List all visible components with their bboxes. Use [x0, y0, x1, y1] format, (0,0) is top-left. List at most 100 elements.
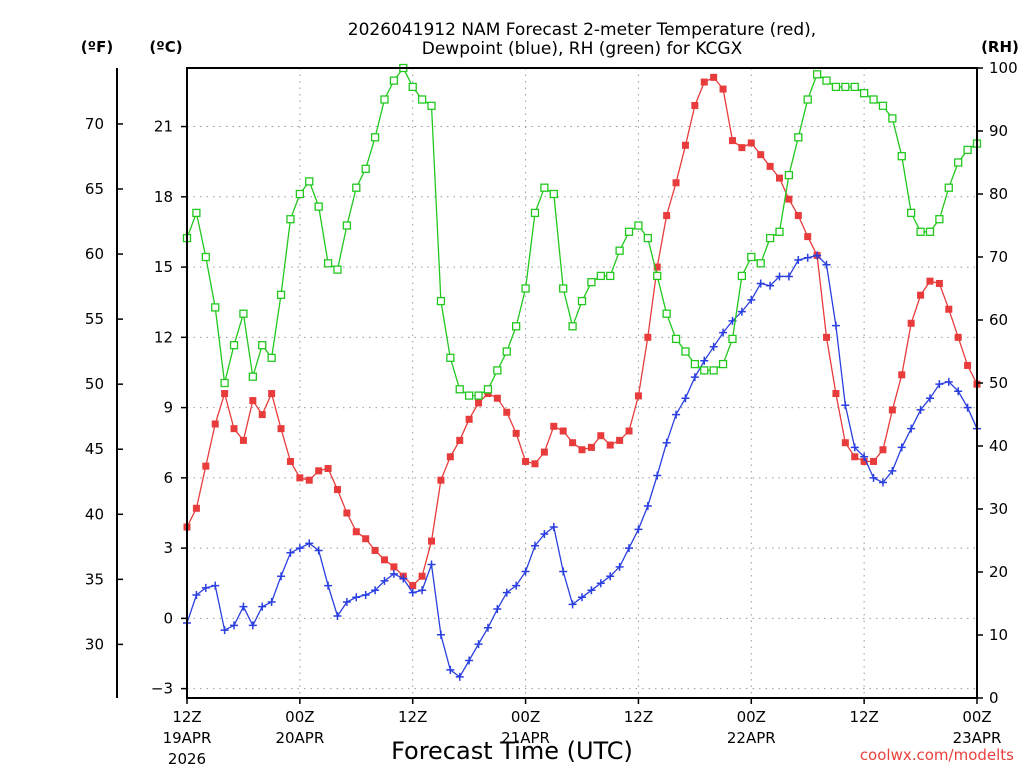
temperature-point	[578, 446, 586, 454]
rh-point	[606, 271, 615, 281]
rh-point	[258, 341, 267, 350]
rh-tick-label: 10	[989, 626, 1008, 644]
rh-point	[502, 347, 511, 356]
time-tick-label: 12Z	[398, 708, 427, 726]
dewpoint-point	[681, 394, 690, 403]
temperature-point	[286, 457, 294, 465]
dewpoint-point	[352, 593, 361, 602]
dewpoint-point	[277, 572, 286, 581]
rh-point	[850, 82, 859, 92]
chart-title-line2: Dewpoint (blue), RH (green) for KCGX	[422, 39, 743, 59]
rh-point	[248, 372, 257, 381]
series-dewpoint	[183, 251, 981, 681]
temperature-point	[268, 390, 276, 398]
temperature-point	[625, 427, 633, 435]
rh-point	[681, 347, 690, 356]
rh-point	[521, 284, 530, 293]
temperature-point	[305, 476, 313, 484]
rh-point	[803, 95, 812, 104]
rh-point	[370, 133, 380, 142]
dewpoint-point	[239, 602, 248, 611]
rh-point	[615, 246, 624, 255]
temperature-point	[550, 422, 558, 430]
temperature-point	[192, 504, 200, 512]
rh-point	[690, 359, 700, 369]
dewpoint-point	[427, 560, 436, 569]
rh-point	[944, 183, 953, 192]
dewpoint-point	[954, 387, 963, 396]
temperature-point	[766, 162, 774, 170]
rh-point	[831, 82, 841, 92]
temperature-point	[465, 415, 473, 423]
temperature-point	[249, 397, 257, 405]
dewpoint-point	[672, 410, 681, 419]
dewpoint-point	[888, 466, 897, 475]
temperature-point	[362, 535, 370, 543]
temperature-point	[390, 563, 398, 571]
rh-tick-label: 90	[989, 122, 1008, 140]
rh-point	[389, 76, 399, 85]
x-axis-title: Forecast Time (UTC)	[391, 737, 633, 765]
temperature-point	[512, 429, 520, 437]
temperature-point	[569, 439, 577, 447]
rh-point	[671, 334, 681, 344]
rh-point	[333, 265, 342, 274]
rh-point	[342, 221, 352, 230]
dewpoint-point	[813, 251, 822, 260]
temperature-point	[672, 179, 680, 187]
temperature-point	[644, 333, 652, 341]
temperature-point	[728, 137, 736, 145]
rh-point	[916, 227, 925, 236]
rh-point	[436, 296, 446, 306]
dewpoint-point	[643, 501, 652, 510]
rh-point	[211, 303, 220, 312]
dewpoint-point	[578, 593, 586, 602]
rh-tick-label: 60	[989, 311, 1008, 329]
rh-point	[512, 322, 521, 331]
celsius-tick-label: 21	[154, 118, 173, 136]
dewpoint-point	[248, 621, 257, 630]
dewpoint-point	[465, 656, 474, 665]
dewpoint-point	[211, 581, 220, 590]
rh-tick-label: 70	[989, 248, 1008, 266]
temperature-point	[437, 476, 445, 484]
temperature-point	[221, 390, 229, 398]
rh-tick-label: 80	[989, 185, 1008, 203]
temperature-point	[832, 390, 840, 398]
plot-frame	[186, 67, 978, 699]
dewpoint-point	[606, 572, 615, 581]
rh-point	[643, 233, 652, 243]
rh-point	[267, 353, 276, 362]
rh-tick-label: 20	[989, 563, 1008, 581]
temperature-point	[935, 279, 943, 287]
rh-point	[737, 271, 747, 281]
rh-tick-label: 100	[989, 59, 1018, 77]
rh-point	[305, 177, 314, 186]
chart-title-line1: 2026041912 NAM Forecast 2-meter Temperat…	[348, 20, 816, 40]
dewpoint-point	[512, 581, 521, 590]
temperature-point	[371, 546, 379, 554]
dewpoint-point	[371, 586, 380, 595]
time-tick-label: 00Z	[962, 708, 991, 726]
rh-point	[295, 189, 305, 199]
grid-lines	[187, 68, 977, 698]
dewpoint-point	[220, 626, 229, 635]
temperature-point	[663, 212, 671, 220]
rh-point	[812, 70, 822, 79]
credit-text: coolwx.com/modelts	[860, 746, 1014, 764]
temperature-point	[446, 453, 454, 461]
temperature-point	[343, 509, 351, 517]
dewpoint-point	[201, 583, 210, 592]
temperature-point	[352, 528, 360, 536]
dewpoint-point	[389, 569, 398, 578]
dewpoint-point	[869, 473, 878, 482]
celsius-tick-label: 9	[163, 399, 173, 417]
celsius-tick-label: 0	[163, 609, 173, 627]
rh-point	[540, 183, 549, 192]
temperature-point	[522, 457, 530, 465]
time-tick-label: 00Z	[511, 708, 540, 726]
dewpoint-point	[305, 539, 314, 548]
rh-point	[286, 215, 295, 224]
rh-point	[417, 95, 427, 104]
